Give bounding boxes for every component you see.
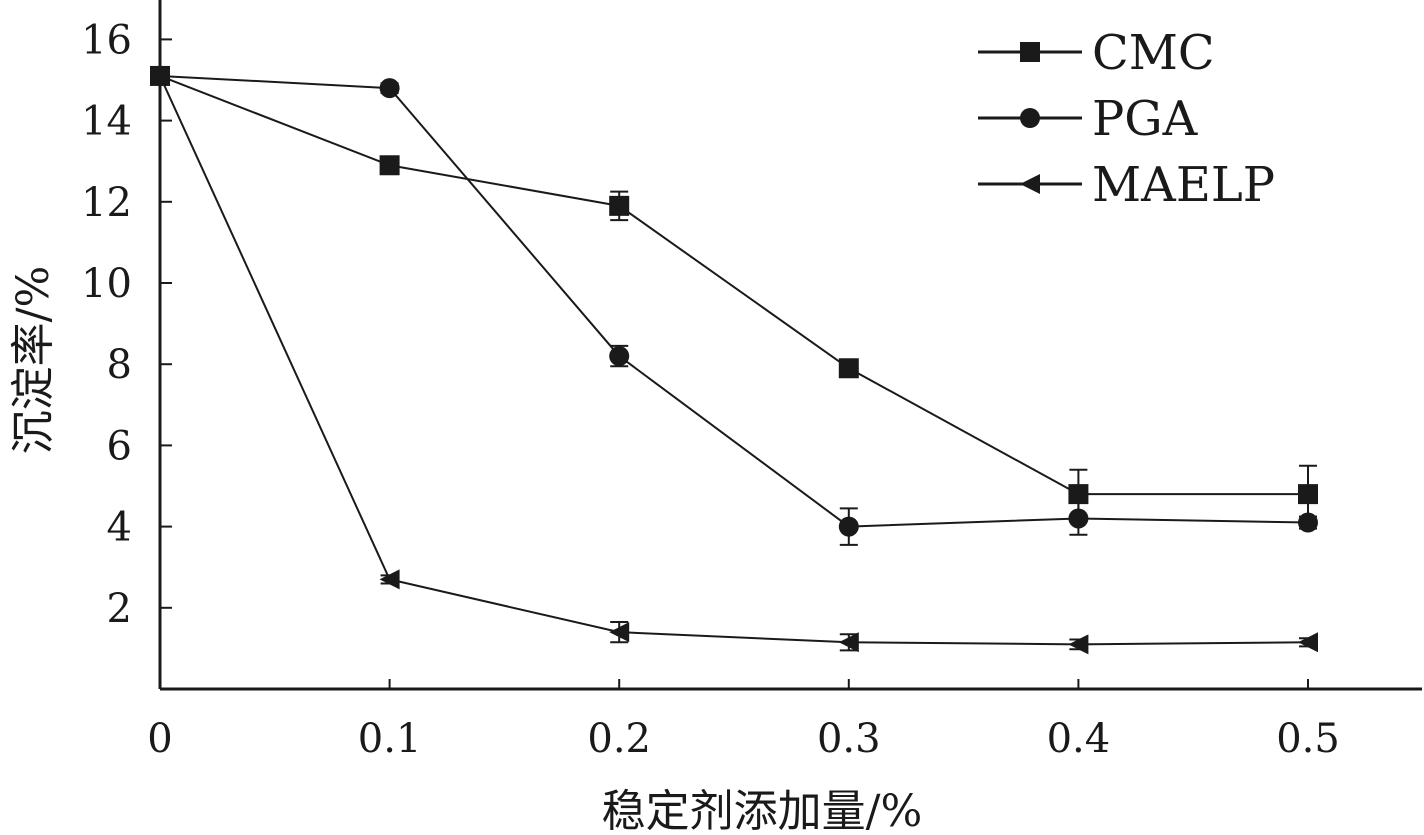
data-point <box>379 569 400 590</box>
y-tick-label: 6 <box>107 423 132 469</box>
y-tick-label: 2 <box>107 586 132 632</box>
data-point <box>609 346 630 367</box>
y-tick-label: 16 <box>81 17 132 63</box>
legend-label: CMC <box>1092 25 1215 81</box>
legend-marker <box>1020 174 1040 194</box>
data-point <box>838 358 859 379</box>
axes: 0 0.1 0.2 0.3 0.4 0.5 2 4 6 8 10 12 14 16 <box>81 0 1422 762</box>
data-point <box>1298 484 1318 505</box>
data-point <box>838 516 859 537</box>
legend-label: PGA <box>1092 91 1199 147</box>
legend-item-cmc: CMC <box>978 25 1215 81</box>
data-point <box>379 155 400 176</box>
data-point <box>609 622 630 643</box>
series-line <box>159 75 1309 646</box>
legend-item-maelp: MAELP <box>978 157 1275 213</box>
y-axis-title: 沉淀率/% <box>8 266 59 455</box>
x-tick-label: 0.1 <box>358 716 422 762</box>
x-tick-label: 0 <box>147 716 172 762</box>
legend-item-pga: PGA <box>978 91 1199 147</box>
data-point <box>1068 634 1089 655</box>
legend-label: MAELP <box>1092 157 1275 213</box>
series-line <box>159 74 1309 528</box>
legend: CMC PGA MAELP <box>978 25 1275 213</box>
data-point <box>1068 508 1089 529</box>
data-point <box>838 632 859 653</box>
series-pga <box>150 65 1318 546</box>
series-maelp <box>150 65 1318 655</box>
x-axis-title: 稳定剂添加量/% <box>602 786 923 835</box>
data-point <box>1298 512 1318 533</box>
data-point <box>379 78 400 99</box>
data-point <box>609 195 630 216</box>
x-tick-label: 0.3 <box>817 716 881 762</box>
y-tick-label: 4 <box>107 505 132 551</box>
series-line <box>159 75 1308 496</box>
data-point <box>1068 484 1089 505</box>
x-tick-label: 0.2 <box>587 716 651 762</box>
y-tick-label: 8 <box>107 342 132 388</box>
y-tick-label: 14 <box>81 99 132 145</box>
y-tick-label: 10 <box>81 261 132 307</box>
x-tick-label: 0.5 <box>1276 716 1340 762</box>
legend-marker <box>1020 42 1040 62</box>
plot-area <box>150 65 1318 655</box>
y-tick-label: 12 <box>81 180 132 226</box>
data-point <box>1298 632 1318 653</box>
x-tick-label: 0.4 <box>1047 716 1111 762</box>
legend-marker <box>1020 108 1040 128</box>
